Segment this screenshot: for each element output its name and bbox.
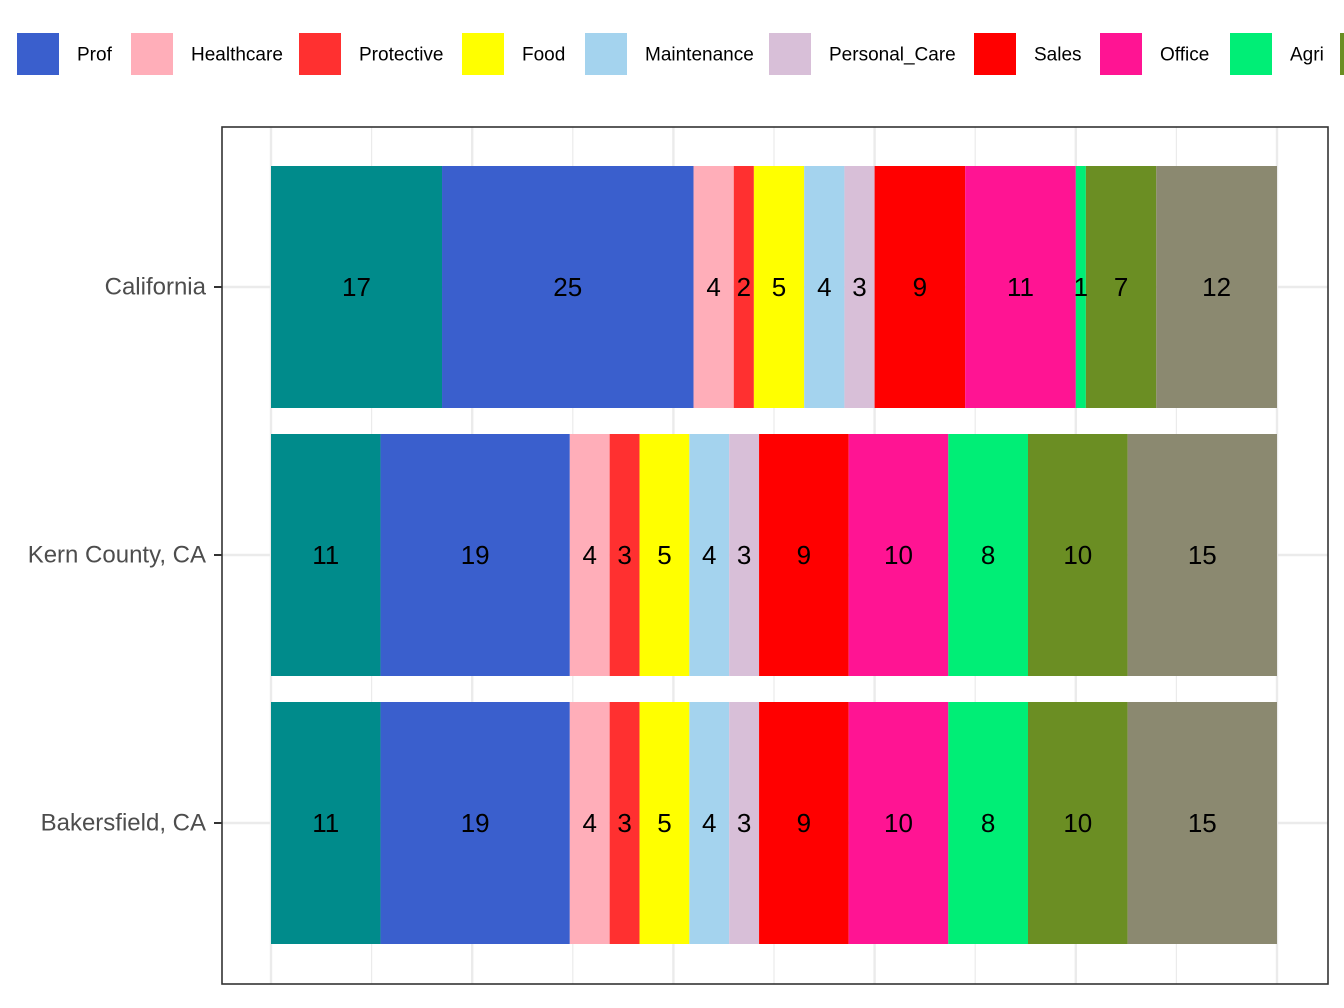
legend-label-protective: Protective (359, 45, 443, 66)
bar-segment-gray (1156, 166, 1277, 408)
bar-segment-protective (609, 434, 640, 676)
bar-value-label: 9 (797, 808, 811, 838)
bar-segment-healthcare (569, 702, 610, 944)
legend-key-food (462, 33, 504, 75)
bar-segment-sales (759, 702, 849, 944)
bar-value-label: 19 (461, 540, 490, 570)
bar-value-label: 3 (617, 540, 631, 570)
legend-label-maintenance: Maintenance (645, 45, 754, 66)
bar-segment-sales (874, 166, 966, 408)
bar-value-label: 10 (884, 808, 913, 838)
bar-value-label: 12 (1202, 272, 1231, 302)
bar-segment-protective (733, 166, 754, 408)
bar-value-label: 5 (657, 540, 671, 570)
y-tick-label: California (105, 274, 207, 301)
bar-value-label: 7 (1114, 272, 1128, 302)
bar-segment-agri (948, 434, 1028, 676)
bar-segment-prof (380, 702, 570, 944)
bar-value-label: 11 (312, 808, 339, 838)
bar-segment-healthcare (569, 434, 610, 676)
bar-segment-healthcare (693, 166, 734, 408)
bar-value-label: 2 (737, 272, 751, 302)
bars (271, 166, 1277, 944)
y-tick-label: Kern County, CA (28, 542, 206, 569)
bar-value-label: 9 (797, 540, 811, 570)
y-tick-label: Bakersfield, CA (41, 810, 206, 837)
bar-value-label: 11 (312, 540, 339, 570)
bar-segment-olive (1085, 166, 1157, 408)
legend-label-prof: Prof (77, 45, 113, 66)
legend-key-healthcare (131, 33, 173, 75)
bar-segment-food (753, 166, 805, 408)
legend-key-maintenance (585, 33, 627, 75)
bar-value-label: 8 (981, 808, 995, 838)
bar-value-label: 4 (582, 808, 596, 838)
bar-segment-agri (948, 702, 1028, 944)
bar-value-label: 3 (617, 808, 631, 838)
legend-label-sales: Sales (1034, 45, 1082, 66)
bar-segment-olive (1027, 702, 1128, 944)
bar-segment-teal (271, 434, 381, 676)
bar-value-label: 8 (981, 540, 995, 570)
legend-label-healthcare: Healthcare (191, 45, 283, 66)
bar-value-label: 17 (342, 272, 371, 302)
bar-segment-olive (1027, 434, 1128, 676)
bar-segment-gray (1127, 702, 1277, 944)
legend-label-personal-care: Personal_Care (829, 45, 956, 66)
bar-segment-protective (609, 702, 640, 944)
bar-value-label: 9 (913, 272, 927, 302)
bar-value-label: 3 (737, 540, 751, 570)
bar-value-label: 3 (852, 272, 866, 302)
bar-value-label: 1 (1074, 272, 1088, 302)
bar-segment-office (848, 434, 949, 676)
legend-key-sales (974, 33, 1016, 75)
bar-segment-office (965, 166, 1076, 408)
bar-segment-food (639, 702, 690, 944)
bar-value-label: 4 (706, 272, 720, 302)
bar-value-label: 19 (461, 808, 490, 838)
bar-segment-agri (1075, 166, 1086, 408)
bar-segment-prof (442, 166, 694, 408)
bar-value-label: 25 (553, 272, 582, 302)
bar-segment-maintenance (689, 434, 730, 676)
bar-segment-gray (1127, 434, 1277, 676)
y-axis: California Kern County, CA Bakersfield, CA (28, 274, 222, 837)
bar-segment-maintenance (804, 166, 845, 408)
legend-label-food: Food (522, 45, 565, 66)
legend-key-office (1100, 33, 1142, 75)
bar-segment-teal (271, 702, 381, 944)
legend-key-prof (17, 33, 59, 75)
bar-segment-personal-care (729, 702, 760, 944)
bar-segment-prof (380, 434, 570, 676)
bar-value-label: 5 (657, 808, 671, 838)
legend-key-olive (1340, 33, 1344, 75)
bar-segment-personal-care (844, 166, 875, 408)
bar-value-label: 11 (1007, 272, 1034, 302)
bar-value-label: 4 (702, 808, 716, 838)
legend-label-office: Office (1160, 45, 1209, 66)
bar-value-label: 15 (1188, 808, 1217, 838)
legend-label-agri: Agri (1290, 45, 1324, 66)
bar-segment-maintenance (689, 702, 730, 944)
bar-segment-sales (759, 434, 849, 676)
bar-value-label: 10 (1063, 808, 1092, 838)
legend: Prof Healthcare Protective Food Maintenance P… (17, 33, 1344, 75)
bar-value-label: 10 (1063, 540, 1092, 570)
bar-value-label: 15 (1188, 540, 1217, 570)
bar-segment-personal-care (729, 434, 760, 676)
bar-value-label: 4 (702, 540, 716, 570)
bar-value-label: 5 (772, 272, 786, 302)
bar-value-label: 4 (582, 540, 596, 570)
bar-value-label: 4 (817, 272, 831, 302)
bar-segment-food (639, 434, 690, 676)
bar-segment-office (848, 702, 949, 944)
legend-key-protective (299, 33, 341, 75)
legend-key-personal-care (769, 33, 811, 75)
legend-key-agri (1230, 33, 1272, 75)
bar-value-label: 10 (884, 540, 913, 570)
bar-segment-teal (271, 166, 443, 408)
bar-value-label: 3 (737, 808, 751, 838)
